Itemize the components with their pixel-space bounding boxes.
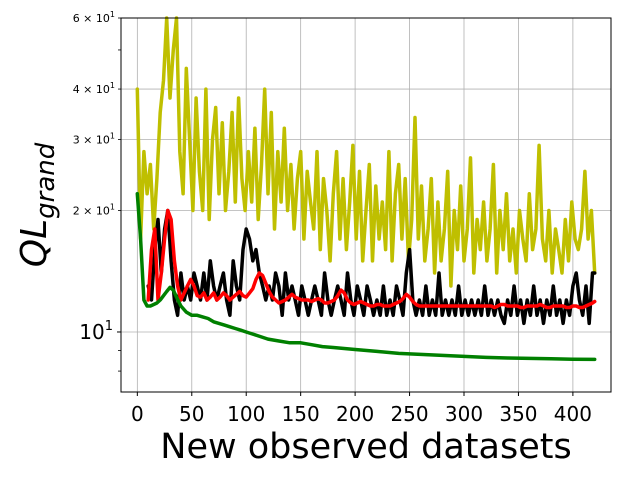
y-tick-label-coef: 2 × 10 bbox=[73, 205, 110, 218]
y-axis-title: QLgrand bbox=[14, 142, 61, 267]
y-tick-label: 101 bbox=[79, 319, 113, 344]
series-layer bbox=[135, 16, 597, 362]
y-tick-label-exponent: 1 bbox=[110, 131, 115, 140]
plot-frame bbox=[120, 17, 612, 393]
series-line-2 bbox=[146, 208, 597, 310]
x-tick-label: 350 bbox=[499, 402, 537, 426]
series-line-3 bbox=[135, 192, 597, 362]
x-tick-label: 0 bbox=[131, 402, 144, 426]
y-tick-label-coef: 4 × 10 bbox=[73, 83, 110, 96]
y-axis-title-subscript: grand bbox=[31, 142, 61, 219]
x-tick-label: 50 bbox=[179, 402, 204, 426]
y-tick-label: 3 × 101 bbox=[73, 131, 115, 146]
y-tick-label-exponent: 1 bbox=[105, 319, 113, 334]
y-tick-label-exponent: 1 bbox=[110, 81, 115, 90]
x-tick-label: 300 bbox=[445, 402, 483, 426]
y-tick-label-exponent: 1 bbox=[110, 203, 115, 212]
y-axis-title-main: QL bbox=[14, 219, 55, 267]
y-tick-label-base: 10 bbox=[79, 320, 104, 344]
series-line-0 bbox=[135, 16, 597, 288]
y-tick-label: 6 × 101 bbox=[73, 10, 115, 25]
x-tick-label: 400 bbox=[554, 402, 592, 426]
y-tick-label-coef: 6 × 10 bbox=[73, 12, 110, 25]
x-tick-label: 250 bbox=[390, 402, 428, 426]
y-tick-label: 4 × 101 bbox=[73, 81, 115, 96]
y-tick-label-coef: 3 × 10 bbox=[73, 133, 110, 146]
x-tick-label: 100 bbox=[227, 402, 265, 426]
x-tick-label: 200 bbox=[336, 402, 374, 426]
x-axis-title: New observed datasets bbox=[160, 427, 571, 467]
y-tick-label-exponent: 1 bbox=[110, 10, 115, 19]
y-tick-label: 2 × 101 bbox=[73, 203, 115, 218]
x-tick-label: 150 bbox=[282, 402, 320, 426]
